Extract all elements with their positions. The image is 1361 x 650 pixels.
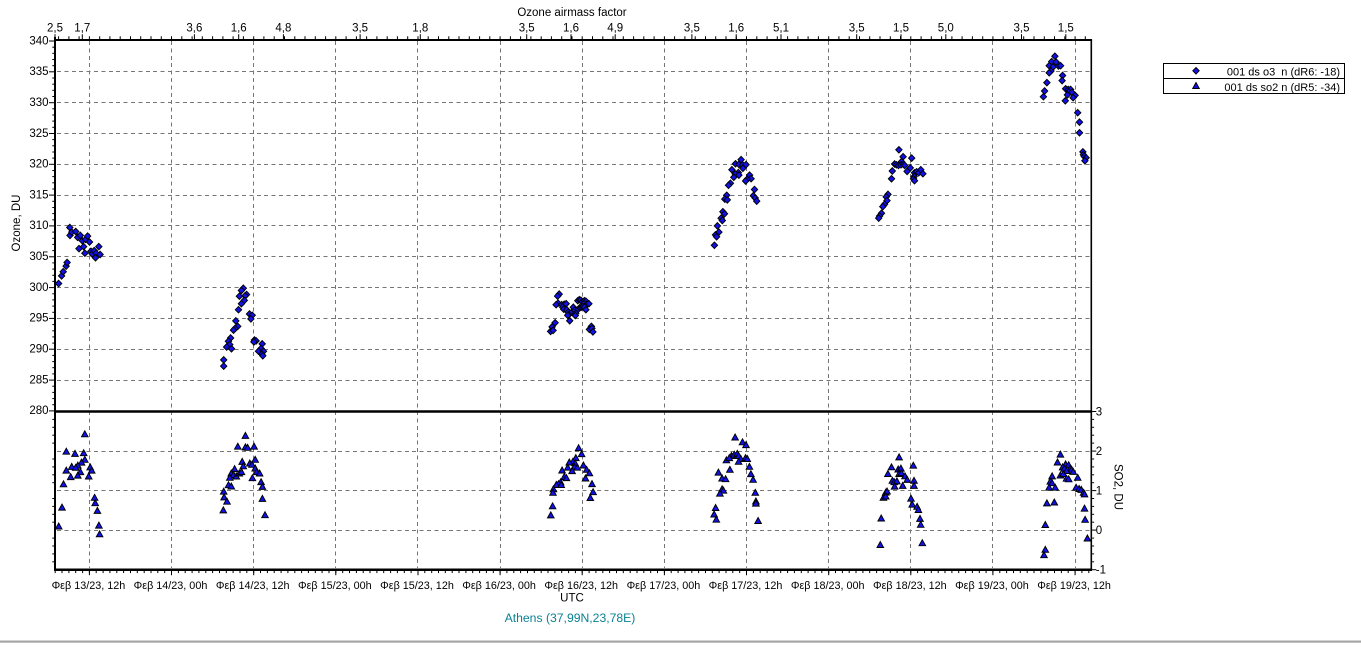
svg-text:1,6: 1,6 <box>563 23 579 35</box>
svg-text:Athens (37,99N,23,78E): Athens (37,99N,23,78E) <box>505 611 636 625</box>
svg-text:001 ds so2 n (dR5: -34): 001 ds so2 n (dR5: -34) <box>1224 82 1340 94</box>
svg-text:335: 335 <box>29 66 48 78</box>
svg-text:320: 320 <box>29 159 48 171</box>
svg-text:0: 0 <box>1096 525 1102 537</box>
svg-text:Φεβ 14/23, 12h: Φεβ 14/23, 12h <box>216 580 290 592</box>
svg-text:Φεβ 15/23, 00h: Φεβ 15/23, 00h <box>298 580 372 592</box>
svg-text:Φεβ 16/23, 00h: Φεβ 16/23, 00h <box>462 580 536 592</box>
svg-text:4,8: 4,8 <box>275 23 291 35</box>
svg-text:3: 3 <box>1096 406 1102 418</box>
svg-text:Ozone, DU: Ozone, DU <box>11 195 23 252</box>
svg-text:2: 2 <box>1096 446 1102 458</box>
svg-text:1,8: 1,8 <box>412 23 428 35</box>
svg-text:5,0: 5,0 <box>938 23 954 35</box>
svg-text:290: 290 <box>29 344 48 356</box>
svg-text:300: 300 <box>29 282 48 294</box>
svg-text:295: 295 <box>29 313 48 325</box>
svg-text:Φεβ 17/23, 00h: Φεβ 17/23, 00h <box>627 580 701 592</box>
svg-text:1,7: 1,7 <box>74 23 90 35</box>
svg-text:315: 315 <box>29 189 48 201</box>
svg-text:310: 310 <box>29 220 48 232</box>
svg-text:Φεβ 13/23, 12h: Φεβ 13/23, 12h <box>52 580 126 592</box>
svg-text:Φεβ 18/23, 12h: Φεβ 18/23, 12h <box>873 580 947 592</box>
svg-text:Φεβ 18/23, 00h: Φεβ 18/23, 00h <box>791 580 865 592</box>
svg-text:305: 305 <box>29 251 48 263</box>
svg-text:1,5: 1,5 <box>1058 23 1074 35</box>
svg-text:340: 340 <box>29 35 48 47</box>
svg-text:3,5: 3,5 <box>1014 23 1030 35</box>
svg-text:1,5: 1,5 <box>893 23 909 35</box>
svg-text:1,6: 1,6 <box>231 23 247 35</box>
svg-text:Φεβ 16/23, 12h: Φεβ 16/23, 12h <box>544 580 618 592</box>
svg-text:Φεβ 17/23, 12h: Φεβ 17/23, 12h <box>709 580 783 592</box>
svg-text:Ozone airmass factor: Ozone airmass factor <box>517 7 626 19</box>
svg-text:Φεβ 15/23, 12h: Φεβ 15/23, 12h <box>380 580 454 592</box>
svg-text:1,6: 1,6 <box>728 23 744 35</box>
svg-text:280: 280 <box>29 405 48 417</box>
svg-text:1: 1 <box>1096 486 1102 498</box>
svg-text:4,9: 4,9 <box>607 23 623 35</box>
svg-text:Φεβ 19/23, 00h: Φεβ 19/23, 00h <box>955 580 1029 592</box>
svg-text:3,5: 3,5 <box>352 23 368 35</box>
svg-text:3,5: 3,5 <box>519 23 535 35</box>
svg-text:Φεβ 19/23, 12h: Φεβ 19/23, 12h <box>1037 580 1111 592</box>
svg-text:325: 325 <box>29 128 48 140</box>
svg-text:3,5: 3,5 <box>849 23 865 35</box>
svg-text:285: 285 <box>29 374 48 386</box>
svg-text:5,1: 5,1 <box>773 23 789 35</box>
svg-text:2,5: 2,5 <box>47 23 63 35</box>
svg-text:3,6: 3,6 <box>186 23 202 35</box>
svg-text:001 ds o3 n (dR6: -18): 001 ds o3 n (dR6: -18) <box>1227 67 1340 79</box>
svg-text:-1: -1 <box>1096 565 1106 577</box>
svg-text:3,5: 3,5 <box>684 23 700 35</box>
svg-text:UTC: UTC <box>560 593 584 605</box>
svg-text:SO2, DU: SO2, DU <box>1112 464 1124 510</box>
svg-text:330: 330 <box>29 97 48 109</box>
svg-text:Φεβ 14/23, 00h: Φεβ 14/23, 00h <box>134 580 208 592</box>
